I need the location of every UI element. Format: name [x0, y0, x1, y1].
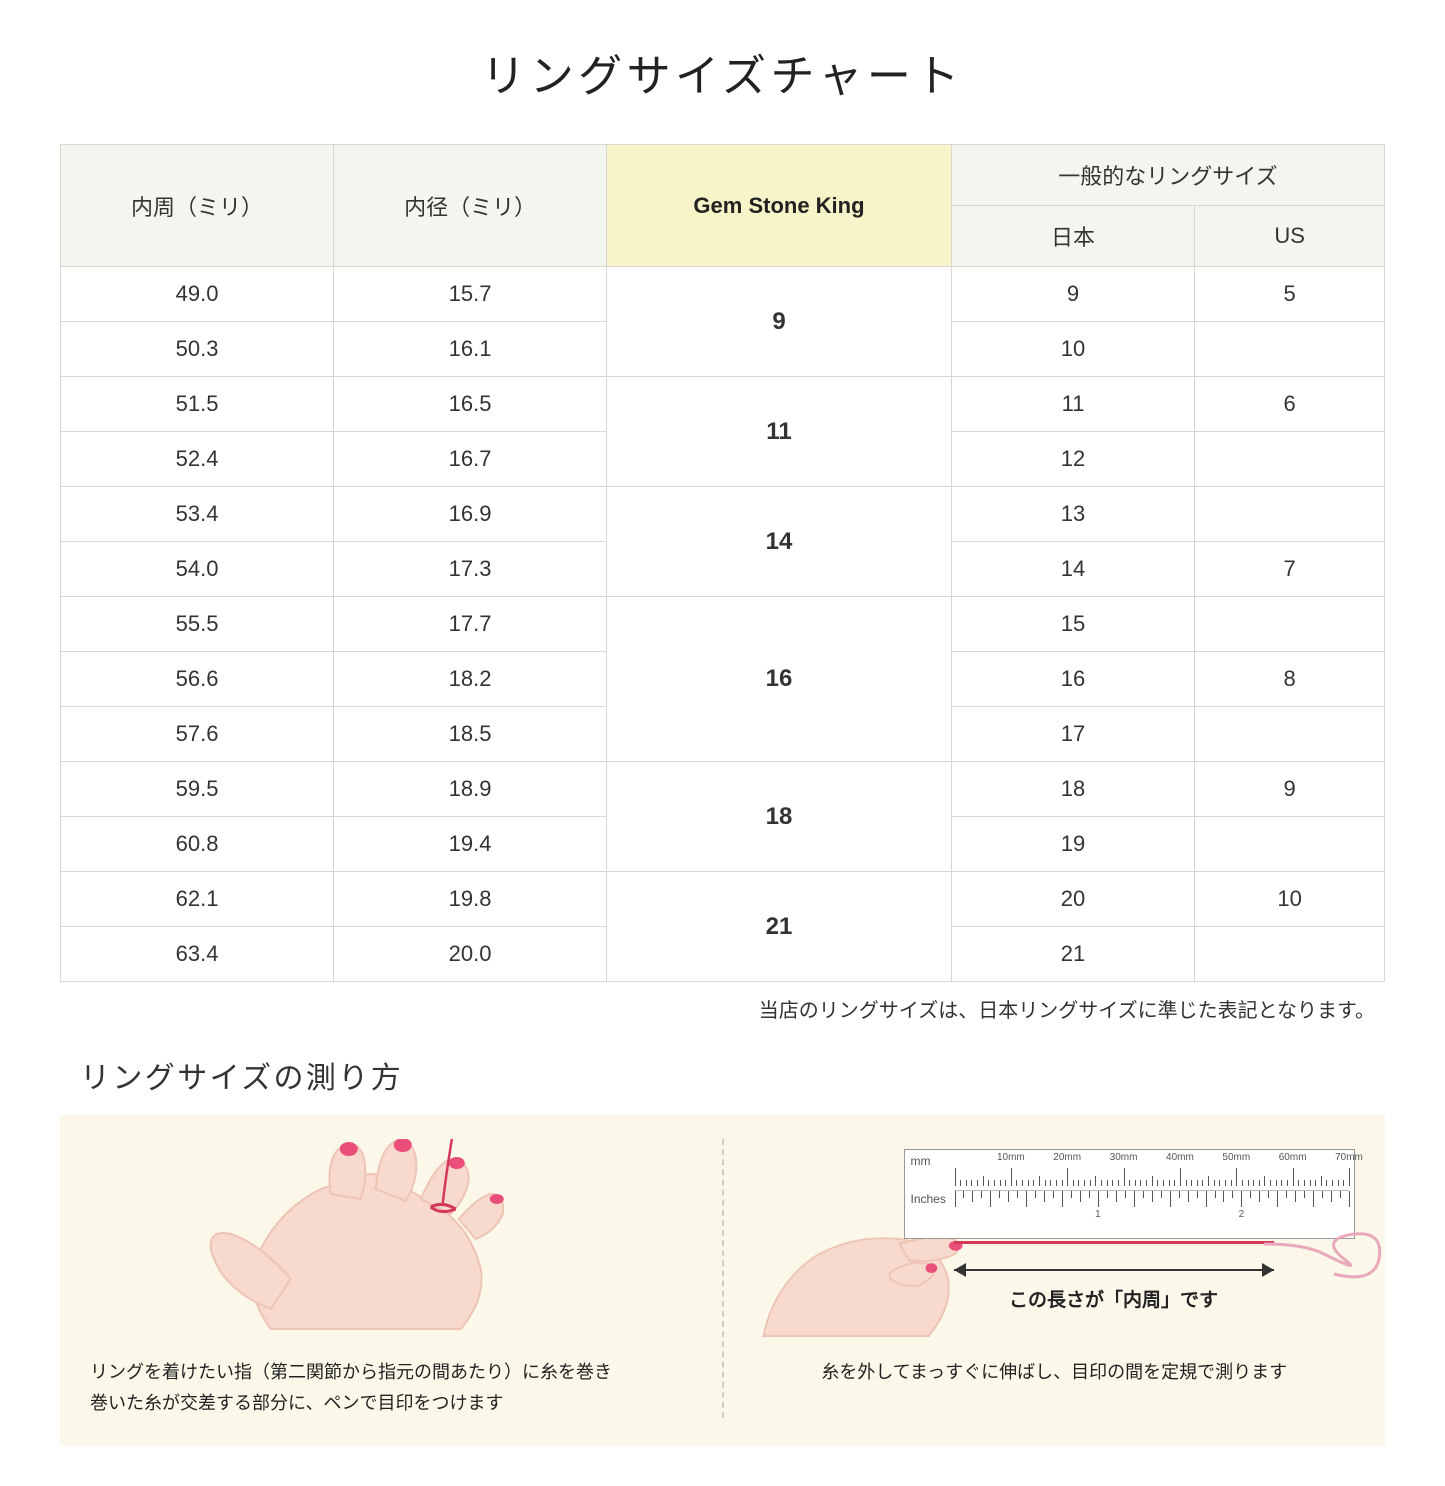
ruler-mm-label: mm — [911, 1154, 931, 1168]
table-row: 49.015.7995 — [61, 267, 1385, 322]
cell-japan: 10 — [951, 322, 1194, 377]
cell-japan: 9 — [951, 267, 1194, 322]
howto-divider — [722, 1139, 724, 1418]
cell-us — [1195, 817, 1385, 872]
cell-gsk: 9 — [607, 267, 952, 377]
cell-japan: 15 — [951, 597, 1194, 652]
cell-circumference: 49.0 — [61, 267, 334, 322]
th-circumference: 内周（ミリ） — [61, 145, 334, 267]
cell-circumference: 60.8 — [61, 817, 334, 872]
cell-diameter: 17.7 — [334, 597, 607, 652]
cell-circumference: 51.5 — [61, 377, 334, 432]
cell-circumference: 63.4 — [61, 927, 334, 982]
table-note: 当店のリングサイズは、日本リングサイズに準じた表記となります。 — [60, 994, 1385, 1023]
cell-japan: 20 — [951, 872, 1194, 927]
table-row: 51.516.511116 — [61, 377, 1385, 432]
cell-us — [1195, 927, 1385, 982]
cell-diameter: 17.3 — [334, 542, 607, 597]
th-general: 一般的なリングサイズ — [951, 145, 1384, 206]
cell-gsk: 18 — [607, 762, 952, 872]
cell-circumference: 52.4 — [61, 432, 334, 487]
cell-circumference: 53.4 — [61, 487, 334, 542]
cell-diameter: 16.7 — [334, 432, 607, 487]
howto-step-1: リングを着けたい指（第二関節から指元の間あたり）に糸を巻き巻いた糸が交差する部分… — [80, 1139, 702, 1418]
cell-circumference: 56.6 — [61, 652, 334, 707]
cell-diameter: 19.8 — [334, 872, 607, 927]
measure-label: この長さが「内周」です — [934, 1285, 1294, 1312]
cell-us: 5 — [1195, 267, 1385, 322]
cell-circumference: 59.5 — [61, 762, 334, 817]
cell-circumference: 57.6 — [61, 707, 334, 762]
cell-japan: 11 — [951, 377, 1194, 432]
cell-circumference: 62.1 — [61, 872, 334, 927]
cell-japan: 16 — [951, 652, 1194, 707]
cell-diameter: 16.9 — [334, 487, 607, 542]
cell-diameter: 16.5 — [334, 377, 607, 432]
cell-circumference: 54.0 — [61, 542, 334, 597]
cell-diameter: 18.9 — [334, 762, 607, 817]
th-diameter: 内径（ミリ） — [334, 145, 607, 267]
cell-japan: 19 — [951, 817, 1194, 872]
table-row: 59.518.918189 — [61, 762, 1385, 817]
table-row: 55.517.71615 — [61, 597, 1385, 652]
cell-circumference: 55.5 — [61, 597, 334, 652]
cell-us: 8 — [1195, 652, 1385, 707]
cell-japan: 21 — [951, 927, 1194, 982]
cell-japan: 18 — [951, 762, 1194, 817]
howto-step-1-text: リングを着けたい指（第二関節から指元の間あたり）に糸を巻き巻いた糸が交差する部分… — [80, 1357, 702, 1418]
cell-us — [1195, 322, 1385, 377]
hand-wrap-illustration — [80, 1139, 702, 1339]
cell-diameter: 18.5 — [334, 707, 607, 762]
cell-gsk: 16 — [607, 597, 952, 762]
table-row: 53.416.91413 — [61, 487, 1385, 542]
cell-gsk: 11 — [607, 377, 952, 487]
th-us: US — [1195, 206, 1385, 267]
cell-diameter: 18.2 — [334, 652, 607, 707]
measure-arrow — [954, 1259, 1274, 1281]
cell-japan: 12 — [951, 432, 1194, 487]
cell-us: 6 — [1195, 377, 1385, 432]
cell-us — [1195, 432, 1385, 487]
howto-panel: リングを着けたい指（第二関節から指元の間あたり）に糸を巻き巻いた糸が交差する部分… — [60, 1115, 1385, 1446]
cell-diameter: 15.7 — [334, 267, 607, 322]
howto-step-2: mm Inches 10mm20mm30mm40mm50mm60mm70mm 1… — [744, 1139, 1366, 1418]
cell-us: 10 — [1195, 872, 1385, 927]
table-row: 62.119.8212010 — [61, 872, 1385, 927]
th-gsk: Gem Stone King — [607, 145, 952, 267]
cell-japan: 13 — [951, 487, 1194, 542]
cell-us — [1195, 707, 1385, 762]
page-title: リングサイズチャート — [60, 40, 1385, 104]
cell-us: 9 — [1195, 762, 1385, 817]
ring-size-table: 内周（ミリ） 内径（ミリ） Gem Stone King 一般的なリングサイズ … — [60, 144, 1385, 982]
cell-us: 7 — [1195, 542, 1385, 597]
cell-gsk: 21 — [607, 872, 952, 982]
cell-japan: 17 — [951, 707, 1194, 762]
cell-us — [1195, 487, 1385, 542]
thread-curl — [1264, 1219, 1384, 1289]
cell-gsk: 14 — [607, 487, 952, 597]
cell-circumference: 50.3 — [61, 322, 334, 377]
cell-diameter: 19.4 — [334, 817, 607, 872]
thread-line — [954, 1241, 1274, 1244]
cell-japan: 14 — [951, 542, 1194, 597]
cell-us — [1195, 597, 1385, 652]
ruler-inches-label: Inches — [911, 1192, 946, 1206]
ruler-illustration: mm Inches 10mm20mm30mm40mm50mm60mm70mm 1… — [744, 1139, 1366, 1339]
cell-diameter: 16.1 — [334, 322, 607, 377]
howto-step-2-text: 糸を外してまっすぐに伸ばし、目印の間を定規で測ります — [744, 1357, 1366, 1388]
howto-title: リングサイズの測り方 — [60, 1053, 1385, 1097]
cell-diameter: 20.0 — [334, 927, 607, 982]
th-japan: 日本 — [951, 206, 1194, 267]
